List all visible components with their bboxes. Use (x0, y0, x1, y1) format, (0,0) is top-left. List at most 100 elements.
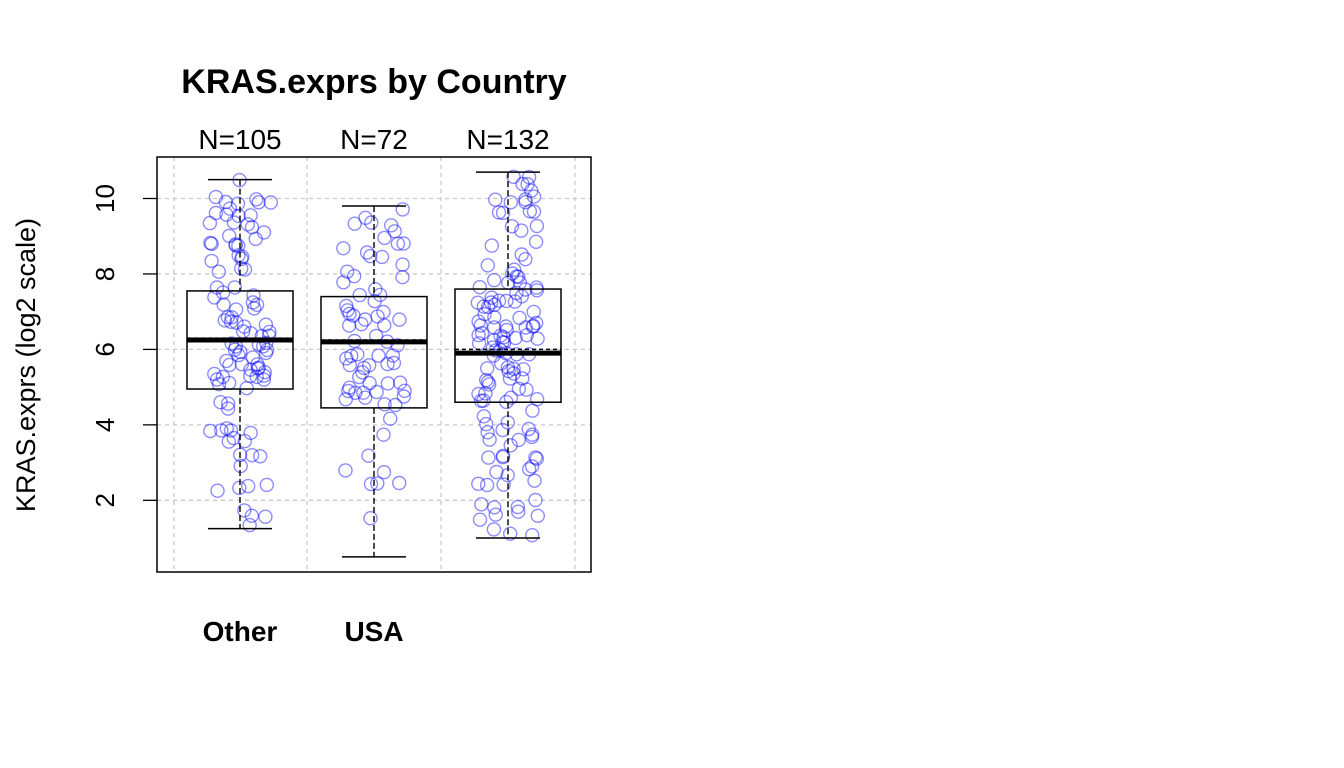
data-point (395, 270, 410, 285)
data-point (240, 478, 256, 494)
data-point (263, 195, 278, 210)
data-point (525, 528, 540, 543)
data-point (514, 247, 529, 262)
data-point (511, 381, 527, 396)
data-point (240, 217, 256, 232)
data-point (499, 322, 514, 338)
data-point (505, 266, 520, 281)
data-point (510, 499, 525, 515)
data-point (518, 192, 533, 207)
data-point (479, 416, 494, 432)
data-point (231, 208, 246, 224)
data-point (516, 362, 531, 377)
data-point (220, 401, 236, 416)
data-point (227, 342, 243, 357)
plot-frame (156, 156, 592, 573)
data-point (488, 507, 503, 522)
data-point (482, 432, 497, 447)
data-point (487, 297, 502, 312)
data-point (387, 224, 402, 239)
data-point (243, 208, 258, 223)
jitter-points (202, 169, 545, 543)
data-point (495, 422, 510, 438)
data-point (246, 301, 262, 316)
data-point (223, 423, 239, 438)
data-point (357, 312, 373, 327)
data-point (501, 364, 516, 379)
data-point (511, 432, 526, 448)
data-point (228, 238, 243, 253)
data-point (503, 390, 519, 405)
data-point (220, 310, 236, 325)
data-point (342, 357, 357, 373)
data-point (522, 204, 538, 219)
data-point (340, 264, 355, 279)
data-point (528, 234, 544, 250)
data-point (380, 376, 396, 391)
data-point (384, 218, 399, 233)
data-point (377, 230, 392, 246)
data-point (354, 316, 369, 332)
data-point (208, 205, 224, 221)
y-axis: 2 4 6 8 10 (90, 184, 157, 508)
data-point (479, 477, 495, 493)
data-point (361, 448, 376, 463)
data-point (214, 423, 229, 438)
data-point (209, 372, 225, 387)
data-point (482, 377, 497, 392)
data-point (474, 326, 490, 341)
data-point (526, 189, 542, 204)
data-point (376, 304, 391, 320)
data-point (484, 295, 499, 310)
data-point (503, 438, 518, 453)
data-point (477, 307, 492, 322)
data-point (392, 475, 407, 491)
data-point (511, 269, 526, 284)
data-point (473, 393, 489, 409)
data-point (222, 357, 237, 373)
count-label: N=132 (466, 124, 549, 155)
data-point (209, 280, 225, 295)
data-point (250, 361, 265, 376)
data-point (473, 318, 488, 333)
data-point (250, 357, 265, 372)
data-point (231, 348, 246, 363)
boxes (186, 171, 562, 558)
data-point (234, 251, 249, 267)
data-point (222, 201, 238, 216)
data-point (511, 504, 526, 519)
data-point (506, 361, 521, 376)
data-point (529, 392, 545, 407)
data-point (480, 374, 496, 390)
data-point (472, 280, 487, 295)
data-point (512, 310, 527, 325)
data-point (374, 249, 390, 265)
data-point (474, 497, 489, 512)
data-point (245, 295, 261, 310)
data-point (504, 219, 520, 234)
data-point (478, 386, 493, 401)
data-point (476, 393, 491, 408)
category-label: USA (344, 616, 403, 647)
data-point (358, 390, 373, 405)
data-point (249, 297, 265, 312)
data-point (237, 262, 253, 277)
data-point (522, 461, 537, 477)
data-point (486, 333, 502, 348)
data-point (524, 183, 539, 198)
data-point (480, 425, 495, 440)
data-point (203, 423, 218, 439)
y-tick-label: 10 (90, 184, 120, 213)
y-tick-label: 6 (90, 342, 120, 356)
data-point (256, 372, 272, 387)
data-point (237, 433, 253, 449)
data-point (495, 335, 510, 350)
data-point (529, 315, 544, 331)
data-point (479, 372, 494, 388)
data-point (370, 309, 385, 324)
data-point (470, 295, 485, 310)
data-point (529, 280, 544, 295)
data-point (491, 293, 507, 308)
data-point (239, 381, 254, 396)
data-point (220, 396, 236, 411)
